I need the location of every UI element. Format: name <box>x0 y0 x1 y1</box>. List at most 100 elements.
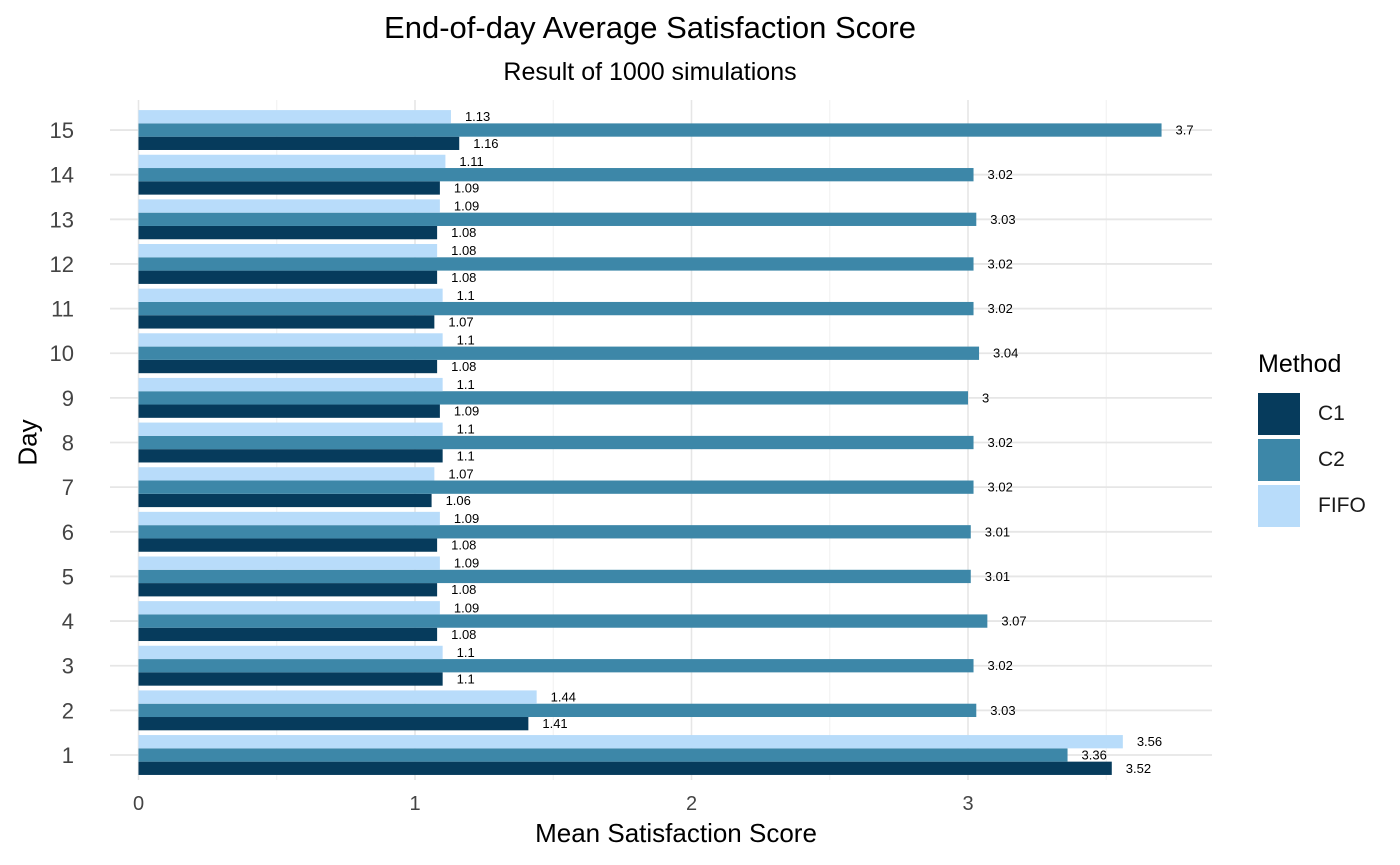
y-tick-label: 6 <box>62 520 74 545</box>
data-label-fifo-day-15: 1.13 <box>465 109 490 124</box>
data-label-fifo-day-3: 1.1 <box>457 645 475 660</box>
bar-c1-day-8 <box>138 449 443 463</box>
bar-c1-day-15 <box>138 136 460 150</box>
bar-fifo-day-15 <box>138 110 451 124</box>
y-tick-label: 1 <box>62 743 74 768</box>
bar-c2-day-14 <box>138 168 974 182</box>
data-label-fifo-day-6: 1.09 <box>454 511 479 526</box>
bar-fifo-day-2 <box>138 690 537 704</box>
bar-c1-day-11 <box>138 315 435 329</box>
bar-c1-day-10 <box>138 359 438 374</box>
data-label-fifo-day-7: 1.07 <box>448 466 473 481</box>
bar-c2-day-4 <box>138 614 988 628</box>
y-tick-label: 2 <box>62 698 74 723</box>
x-tick-label: 2 <box>686 793 697 815</box>
chart-subtitle: Result of 1000 simulations <box>503 58 797 86</box>
bar-c2-day-8 <box>138 435 974 450</box>
bar-c1-day-7 <box>138 493 432 508</box>
bar-c1-day-4 <box>138 627 438 642</box>
bar-c2-day-12 <box>138 257 974 271</box>
bar-c1-day-1 <box>138 761 1112 775</box>
data-label-c2-day-12: 3.02 <box>988 256 1013 271</box>
y-axis-label: Day <box>12 419 43 466</box>
bar-fifo-day-9 <box>138 377 443 392</box>
bar-fifo-day-4 <box>138 601 440 615</box>
data-label-c1-day-14: 1.09 <box>454 180 479 195</box>
data-label-c1-day-2: 1.41 <box>542 716 567 731</box>
bar-c2-day-3 <box>138 659 974 673</box>
bar-c2-day-15 <box>138 123 1162 137</box>
bar-c2-day-9 <box>138 391 968 405</box>
data-label-fifo-day-12: 1.08 <box>451 243 476 258</box>
legend-swatch-c1 <box>1258 393 1300 435</box>
data-label-fifo-day-11: 1.1 <box>457 288 475 303</box>
bar-c2-day-13 <box>138 212 977 226</box>
bar-c1-day-6 <box>138 538 438 552</box>
y-tick-label: 4 <box>62 609 74 634</box>
data-label-c1-day-4: 1.08 <box>451 627 476 642</box>
x-tick-label: 3 <box>962 793 973 815</box>
bar-fifo-day-11 <box>138 288 443 302</box>
data-label-c1-day-10: 1.08 <box>451 359 476 374</box>
data-label-fifo-day-9: 1.1 <box>457 377 475 392</box>
bar-fifo-day-5 <box>138 556 440 570</box>
data-label-c2-day-5: 3.01 <box>985 569 1010 584</box>
legend-label-c2: C2 <box>1318 448 1345 471</box>
bar-fifo-day-13 <box>138 199 440 213</box>
bar-c2-day-1 <box>138 748 1068 762</box>
chart-title: End-of-day Average Satisfaction Score <box>384 10 916 45</box>
data-label-c2-day-3: 3.02 <box>988 658 1013 673</box>
bar-c2-day-6 <box>138 525 971 539</box>
bar-fifo-day-8 <box>138 422 443 436</box>
legend-item-c2: C2 <box>1258 437 1366 483</box>
bar-c1-day-3 <box>138 672 443 686</box>
data-label-fifo-day-13: 1.09 <box>454 199 479 214</box>
data-label-c2-day-10: 3.04 <box>993 346 1018 361</box>
data-label-c1-day-1: 3.52 <box>1126 761 1151 776</box>
bar-fifo-day-14 <box>138 154 446 169</box>
data-label-c2-day-14: 3.02 <box>988 167 1013 182</box>
bar-c2-day-10 <box>138 346 980 360</box>
y-tick-label: 13 <box>50 207 74 232</box>
y-tick-label: 3 <box>62 654 74 679</box>
data-label-c1-day-15: 1.16 <box>473 136 498 151</box>
data-label-c1-day-6: 1.08 <box>451 538 476 553</box>
bar-c2-day-2 <box>138 703 977 718</box>
bar-c1-day-2 <box>138 717 529 731</box>
data-label-c2-day-1: 3.36 <box>1082 748 1107 763</box>
data-label-c1-day-9: 1.09 <box>454 404 479 419</box>
legend-label-fifo: FIFO <box>1318 494 1366 517</box>
data-label-c1-day-12: 1.08 <box>451 270 476 285</box>
bar-c2-day-7 <box>138 480 974 494</box>
legend-item-fifo: FIFO <box>1258 483 1366 529</box>
data-label-c2-day-4: 3.07 <box>1001 614 1026 629</box>
bar-fifo-day-3 <box>138 645 443 660</box>
y-tick-label: 15 <box>50 118 74 143</box>
bar-fifo-day-12 <box>138 244 438 258</box>
bar-c1-day-9 <box>138 404 440 418</box>
legend-label-c1: C1 <box>1318 402 1345 425</box>
y-tick-label: 9 <box>62 386 74 411</box>
data-label-c1-day-5: 1.08 <box>451 582 476 597</box>
legend-title: Method <box>1258 350 1342 378</box>
data-label-fifo-day-2: 1.44 <box>551 690 576 705</box>
data-label-fifo-day-14: 1.11 <box>459 154 483 169</box>
bar-c1-day-13 <box>138 225 438 240</box>
data-label-fifo-day-1: 3.56 <box>1137 734 1162 749</box>
legend-swatch-c2 <box>1258 439 1300 481</box>
data-label-c1-day-13: 1.08 <box>451 225 476 240</box>
data-label-c2-day-11: 3.02 <box>988 301 1013 316</box>
y-tick-label: 7 <box>62 475 74 500</box>
bar-c1-day-14 <box>138 181 440 195</box>
bar-fifo-day-10 <box>138 333 443 347</box>
data-label-fifo-day-10: 1.1 <box>457 332 475 347</box>
data-label-c2-day-9: 3 <box>982 390 989 405</box>
bar-fifo-day-7 <box>138 467 435 481</box>
legend: Method C1 C2 FIFO <box>1258 350 1366 529</box>
data-label-fifo-day-4: 1.09 <box>454 600 479 615</box>
data-label-c2-day-6: 3.01 <box>985 524 1010 539</box>
data-label-c1-day-3: 1.1 <box>457 672 475 687</box>
y-tick-label: 14 <box>50 163 74 188</box>
bar-c1-day-5 <box>138 583 438 597</box>
